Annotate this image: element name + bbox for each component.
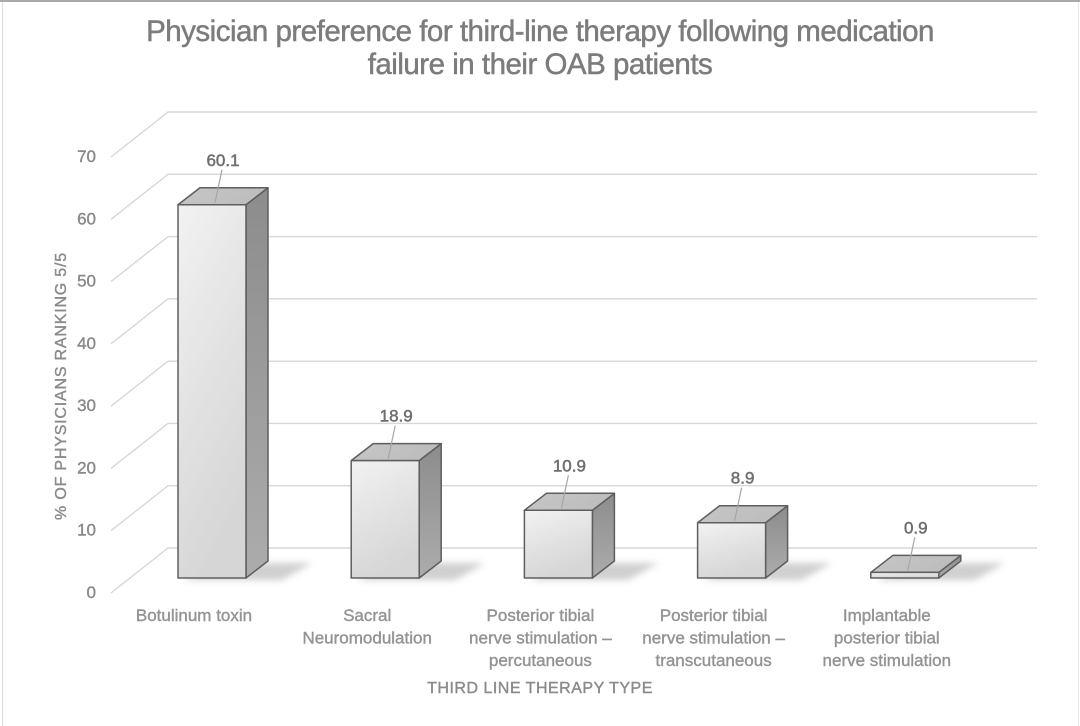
y-tick-label: 10 [77, 521, 96, 540]
value-label: 0.9 [904, 518, 928, 537]
y-tick-label: 0 [87, 583, 96, 602]
gridline [110, 422, 1037, 469]
y-tick-label: 50 [77, 272, 96, 291]
category-label: Posterior tibial nerve stimulation – percu… [469, 606, 612, 670]
x-axis-title: THIRD LINE THERAPY TYPE [427, 680, 653, 697]
bar-front-face [523, 509, 594, 579]
value-label: 60.1 [206, 151, 239, 170]
gridline [110, 485, 1037, 532]
y-tick-label: 60 [77, 209, 96, 228]
image-border-top [0, 0, 1080, 2]
gridline [110, 360, 1037, 407]
bar-front-face [177, 204, 247, 579]
category-label: Botulinum toxin [136, 606, 252, 625]
y-tick-label: 40 [77, 334, 96, 353]
value-label-leader [214, 169, 223, 203]
chart-title-line-2: failure in their OAB patients [368, 48, 713, 81]
gridline [110, 111, 1037, 158]
y-tick-label: 70 [77, 147, 96, 166]
category-label: Sacral Neuromodulation [302, 606, 431, 648]
y-tick-label: 30 [77, 396, 96, 415]
image-border-right [1078, 2, 1079, 726]
gridline [110, 235, 1037, 283]
value-label-leader [907, 537, 916, 571]
gridline [110, 173, 1037, 220]
category-label: Implantable posterior tibial nerve stimula… [823, 606, 952, 670]
value-label-leader [734, 487, 743, 521]
gridline [110, 298, 1037, 345]
chart-title-line-1: Physician preference for third-line ther… [146, 15, 934, 48]
value-label-leader [560, 475, 569, 509]
plot-area: 0 10 20 30 40 50 60 70 60.1 Botulinum toxin 18.9 Sa… [77, 111, 1037, 670]
value-label-leader [387, 425, 396, 459]
value-label: 18.9 [380, 407, 413, 426]
y-axis-title: % OF PHYSICIANS RANKING 5/5 [53, 252, 70, 520]
value-label: 10.9 [553, 456, 586, 475]
bar-front-face [870, 571, 940, 579]
category-label: Posterior tibial nerve stimulation – trans… [642, 606, 785, 670]
image-border-left [2, 2, 3, 726]
bar-side-face [245, 187, 269, 579]
bar-front-face [696, 521, 767, 579]
y-tick-label: 20 [77, 458, 96, 477]
value-label: 8.9 [731, 469, 755, 488]
bar-front-face [350, 459, 420, 579]
bar-side-face [418, 442, 442, 579]
